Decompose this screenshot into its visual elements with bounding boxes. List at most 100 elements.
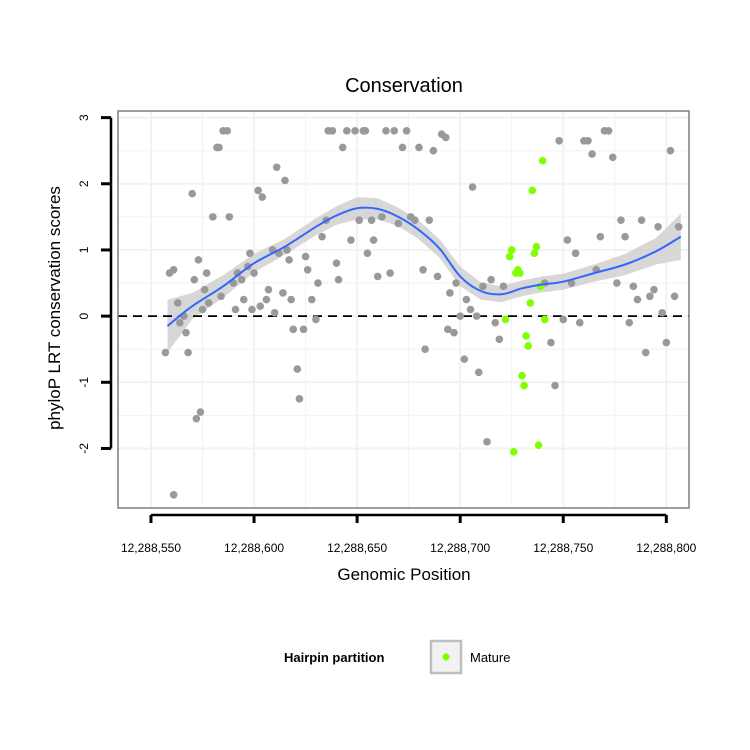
data-point-other bbox=[248, 305, 256, 314]
data-point-other bbox=[351, 127, 359, 135]
data-point-other bbox=[433, 272, 442, 281]
data-point-mature bbox=[520, 381, 528, 390]
data-point-other bbox=[256, 302, 265, 310]
data-point-other bbox=[272, 163, 281, 172]
data-point-other bbox=[204, 299, 213, 307]
data-point-other bbox=[617, 216, 625, 224]
data-point-other bbox=[202, 269, 211, 277]
data-point-other bbox=[279, 289, 287, 297]
data-point-other bbox=[161, 348, 170, 357]
data-point-other bbox=[633, 295, 642, 304]
points-other bbox=[161, 127, 683, 499]
data-point-other bbox=[419, 266, 427, 274]
data-point-other bbox=[654, 222, 662, 231]
data-point-other bbox=[421, 345, 429, 354]
y-tick-label: 3 bbox=[77, 114, 91, 121]
data-point-other bbox=[487, 275, 495, 284]
data-point-other bbox=[270, 309, 279, 317]
data-point-mature bbox=[516, 269, 524, 277]
data-point-other bbox=[394, 219, 403, 228]
panel-border bbox=[117, 110, 690, 509]
data-point-other bbox=[334, 275, 343, 284]
data-point-other bbox=[472, 312, 481, 320]
data-point-other bbox=[662, 338, 671, 347]
data-point-other bbox=[314, 279, 322, 287]
data-point-other bbox=[621, 232, 629, 241]
data-point-other bbox=[479, 282, 487, 291]
data-point-other bbox=[231, 305, 240, 314]
data-point-other bbox=[466, 305, 475, 314]
data-point-other bbox=[328, 127, 337, 135]
legend-title: Hairpin partition bbox=[284, 650, 384, 665]
data-point-other bbox=[650, 285, 658, 294]
data-point-other bbox=[223, 127, 232, 135]
data-point-other bbox=[468, 183, 477, 191]
legend-key-mature bbox=[442, 653, 450, 661]
data-point-other bbox=[295, 395, 304, 403]
y-axis-label: phyloP LRT conservation scores bbox=[45, 186, 64, 430]
data-point-other bbox=[318, 232, 326, 241]
data-point-other bbox=[209, 213, 217, 221]
data-point-other bbox=[604, 127, 613, 135]
data-point-other bbox=[182, 328, 190, 337]
data-point-other bbox=[446, 289, 454, 297]
data-point-other bbox=[361, 127, 370, 135]
data-point-other bbox=[373, 272, 382, 281]
data-point-other bbox=[584, 136, 592, 145]
data-point-other bbox=[307, 295, 316, 304]
data-point-mature bbox=[505, 252, 514, 261]
data-point-other bbox=[217, 292, 225, 301]
data-point-other bbox=[588, 150, 596, 158]
data-point-other bbox=[452, 279, 460, 287]
data-point-mature bbox=[540, 315, 549, 324]
y-tick-label: 1 bbox=[77, 246, 91, 253]
data-point-other bbox=[338, 143, 347, 152]
data-point-mature bbox=[526, 299, 535, 307]
data-point-other bbox=[641, 348, 650, 357]
data-point-other bbox=[343, 127, 351, 135]
data-point-other bbox=[237, 275, 246, 284]
y-tick-label: 0 bbox=[77, 312, 91, 319]
data-point-other bbox=[491, 318, 500, 327]
data-point-other bbox=[215, 143, 223, 152]
data-point-other bbox=[444, 325, 452, 334]
data-point-other bbox=[456, 312, 464, 320]
data-point-other bbox=[382, 127, 390, 135]
chart-title: Conservation bbox=[345, 75, 463, 97]
data-point-other bbox=[429, 146, 438, 155]
data-point-other bbox=[547, 338, 555, 347]
data-point-other bbox=[312, 315, 320, 324]
data-point-other bbox=[367, 216, 376, 224]
data-point-other bbox=[551, 381, 559, 390]
data-point-other bbox=[441, 133, 450, 142]
data-point-other bbox=[281, 176, 289, 185]
data-point-other bbox=[246, 249, 254, 258]
data-point-mature bbox=[524, 342, 533, 350]
data-point-other bbox=[495, 335, 504, 344]
legend-key-box bbox=[429, 639, 463, 675]
data-point-other bbox=[301, 252, 310, 261]
data-point-other bbox=[289, 325, 298, 334]
data-point-other bbox=[425, 216, 434, 224]
data-point-mature bbox=[518, 371, 526, 380]
data-point-mature bbox=[501, 315, 510, 324]
data-point-other bbox=[303, 266, 312, 274]
data-point-other bbox=[299, 325, 308, 334]
data-point-mature bbox=[522, 332, 530, 340]
x-tick-label: 12,288,800 bbox=[636, 541, 696, 555]
data-point-other bbox=[462, 295, 471, 304]
smooth-line-layer bbox=[166, 206, 682, 327]
x-tick-label: 12,288,550 bbox=[121, 541, 181, 555]
data-point-other bbox=[563, 236, 572, 244]
confidence-ribbon-layer bbox=[167, 197, 681, 353]
data-point-other bbox=[460, 355, 469, 363]
data-point-other bbox=[264, 285, 273, 294]
data-point-other bbox=[398, 143, 407, 152]
data-point-other bbox=[176, 318, 184, 327]
y-tick-label: -2 bbox=[77, 443, 91, 454]
y-tick-label: 2 bbox=[77, 180, 91, 187]
data-point-other bbox=[250, 269, 258, 277]
data-point-mature bbox=[532, 242, 541, 251]
data-point-other bbox=[347, 236, 355, 244]
